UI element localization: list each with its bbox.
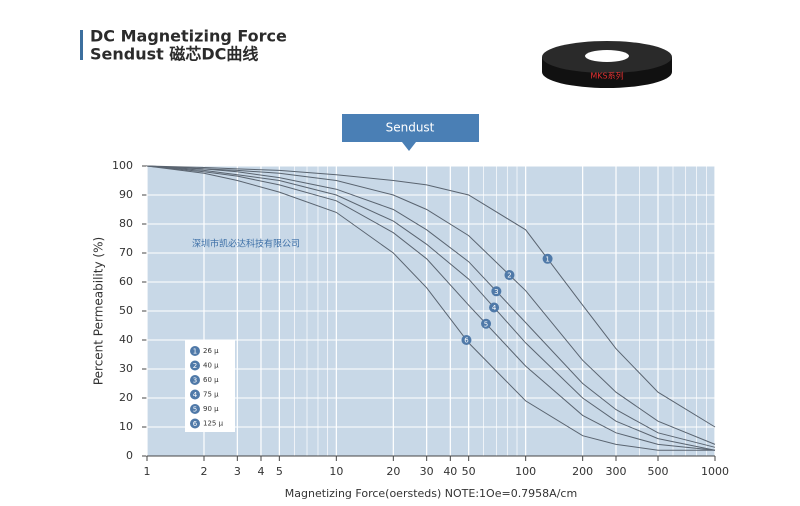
legend-label: 60 μ — [203, 376, 219, 384]
curve-marker — [491, 286, 502, 297]
curve-marker — [481, 318, 492, 329]
y-tick-label: 30 — [119, 362, 133, 375]
y-tick-label: 50 — [119, 304, 133, 317]
legend-marker — [190, 404, 200, 414]
chart-subtitle: Sendust 磁芯DC曲线 — [90, 45, 258, 64]
legend-marker — [190, 346, 200, 356]
series-line — [146, 165, 715, 451]
y-tick-label: 40 — [119, 333, 133, 346]
x-tick-label: 500 — [648, 465, 669, 478]
y-tick-label: 90 — [119, 188, 133, 201]
series-line — [146, 165, 716, 448]
legend-label: 40 μ — [203, 362, 219, 370]
series-line — [146, 165, 716, 451]
legend-label: 125 μ — [203, 420, 224, 428]
x-tick-label: 300 — [606, 465, 627, 478]
tab-pointer — [402, 142, 416, 151]
curve-marker-label: 6 — [464, 337, 469, 345]
core-hole — [585, 50, 629, 62]
y-tick-label: 80 — [119, 217, 133, 230]
legend-marker-label: 2 — [193, 362, 197, 370]
x-tick-label: 100 — [515, 465, 536, 478]
curve-marker — [504, 270, 515, 281]
x-tick-label: 3 — [234, 465, 241, 478]
curve-marker-label: 5 — [484, 320, 488, 328]
curve-marker-label: 4 — [492, 304, 497, 312]
legend-marker-label: 4 — [193, 391, 198, 399]
curve-marker-label: 2 — [507, 272, 511, 280]
core-label: MKS系列 — [590, 71, 623, 81]
y-tick-label: 100 — [112, 159, 133, 172]
series-line — [146, 165, 716, 445]
series-line — [146, 165, 716, 428]
x-tick-label: 2 — [200, 465, 207, 478]
legend-marker — [190, 375, 200, 385]
curve-marker-label: 3 — [494, 288, 498, 296]
tab-label: Sendust — [386, 121, 435, 135]
curve-marker — [542, 253, 553, 264]
legend-marker-label: 5 — [193, 406, 197, 414]
x-tick-label: 1 — [144, 465, 151, 478]
x-tick-label: 200 — [572, 465, 593, 478]
chart-title: DC Magnetizing Force — [90, 27, 287, 46]
x-tick-label: 20 — [386, 465, 400, 478]
legend-label: 90 μ — [203, 405, 219, 413]
curve-marker — [461, 335, 472, 345]
legend-marker — [190, 360, 200, 371]
legend-marker-label: 1 — [193, 348, 197, 356]
y-tick-label: 60 — [119, 275, 133, 288]
title-bar — [80, 30, 83, 60]
x-tick-label: 40 — [443, 465, 457, 478]
x-tick-label: 1000 — [701, 465, 729, 478]
x-tick-label: 50 — [462, 465, 476, 478]
y-tick-label: 0 — [126, 449, 133, 462]
curve-marker-label: 1 — [545, 255, 549, 263]
x-tick-label: 5 — [276, 465, 283, 478]
y-tick-label: 10 — [119, 420, 133, 433]
x-axis-label: Magnetizing Force(oersteds) NOTE:1Oe=0.7… — [285, 487, 577, 500]
legend-marker — [190, 389, 200, 400]
y-tick-label: 20 — [119, 391, 133, 404]
x-tick-label: 30 — [420, 465, 434, 478]
tab — [342, 114, 479, 142]
legend-marker-label: 3 — [193, 377, 197, 385]
legend-marker — [190, 418, 200, 429]
curve-marker — [489, 302, 500, 313]
x-tick-label: 4 — [257, 465, 264, 478]
legend-marker-label: 6 — [193, 420, 198, 428]
watermark: 深圳市凯必达科技有限公司 — [192, 238, 300, 250]
y-axis-label: Percent Permeability (%) — [92, 237, 106, 385]
series-line — [146, 165, 716, 451]
legend-label: 26 μ — [203, 347, 219, 355]
x-tick-label: 10 — [329, 465, 343, 478]
y-tick-label: 70 — [119, 246, 133, 259]
legend-label: 75 μ — [203, 391, 219, 399]
